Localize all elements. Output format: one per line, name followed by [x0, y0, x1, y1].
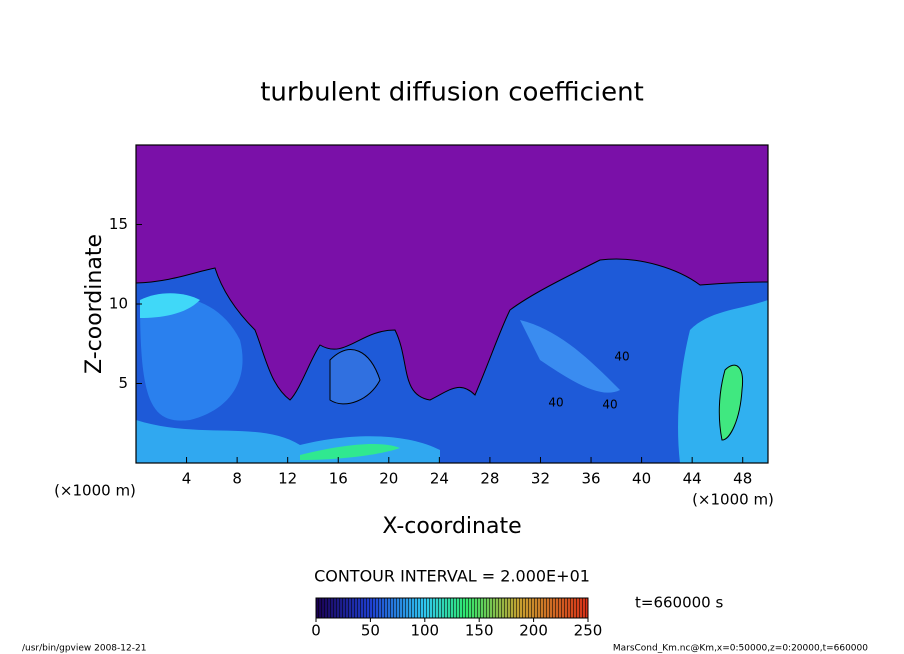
x-tick-label: 44	[683, 470, 702, 488]
x-axis-title: X-coordinate	[382, 514, 521, 539]
field	[136, 145, 768, 463]
x-tick-label: 32	[531, 470, 550, 488]
x-tick-label: 24	[430, 470, 449, 488]
colorbar-tick-label: 50	[361, 622, 380, 640]
y-tick-label: 10	[109, 295, 128, 313]
x-unit: (×1000 m)	[692, 491, 774, 509]
x-tick-label: 40	[632, 470, 651, 488]
x-unit: (×1000 m)	[54, 482, 136, 500]
x-tick-label: 16	[329, 470, 348, 488]
contour-label: 40	[614, 350, 629, 364]
y-tick-label: 15	[109, 215, 128, 233]
colorbar-tick-label: 200	[519, 622, 548, 640]
y-tick-label: 5	[118, 374, 128, 392]
time-label: t=660000 s	[635, 594, 723, 612]
contour-label: 40	[602, 398, 617, 412]
y-axis-title: Z-coordinate	[82, 234, 107, 374]
x-tick-label: 36	[581, 470, 600, 488]
colorbar-frame	[315, 597, 589, 619]
contour-interval: CONTOUR INTERVAL = 2.000E+01	[314, 567, 590, 586]
x-tick-label: 4	[182, 470, 192, 488]
colorbar-tick-label: 100	[410, 622, 439, 640]
colorbar-tick-label: 0	[311, 622, 321, 640]
footer-left: /usr/bin/gpview 2008-12-21	[22, 644, 146, 654]
x-tick-label: 12	[278, 470, 297, 488]
colorbar-tick-label: 150	[465, 622, 494, 640]
x-tick-label: 28	[480, 470, 499, 488]
contour-label: 40	[548, 396, 563, 410]
colorbar-tick-label: 250	[574, 622, 603, 640]
x-tick-label: 48	[733, 470, 752, 488]
chart-title: turbulent diffusion coefficient	[260, 78, 644, 108]
x-tick-label: 8	[232, 470, 242, 488]
footer-right: MarsCond_Km.nc@Km,x=0:50000,z=0:20000,t=…	[613, 644, 868, 654]
x-tick-label: 20	[379, 470, 398, 488]
